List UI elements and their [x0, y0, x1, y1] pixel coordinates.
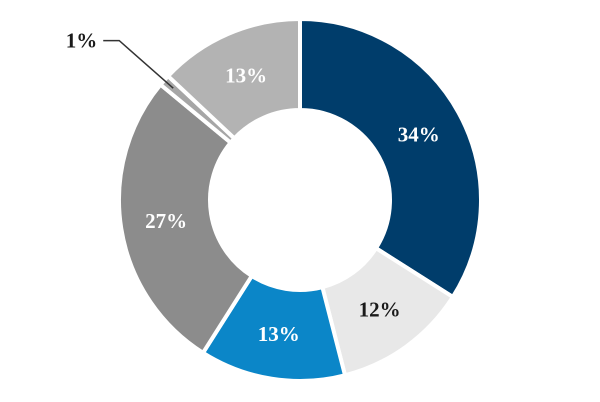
- donut-slices: [117, 16, 483, 383]
- slice-label-5: 13%: [225, 64, 267, 88]
- donut-slice-3: [117, 81, 255, 356]
- donut-slice-0: [298, 16, 483, 300]
- slice-label-0: 34%: [398, 123, 440, 147]
- donut-labels: 34% 12% 13% 27% 1% 13%: [66, 29, 440, 346]
- slice-label-1: 12%: [359, 298, 401, 322]
- slice-label-4: 1%: [66, 29, 98, 53]
- slice-label-3: 27%: [145, 209, 187, 233]
- slice-label-2: 13%: [258, 322, 300, 346]
- donut-slice-5: [165, 16, 302, 142]
- slice-leader-line-4: [103, 39, 174, 89]
